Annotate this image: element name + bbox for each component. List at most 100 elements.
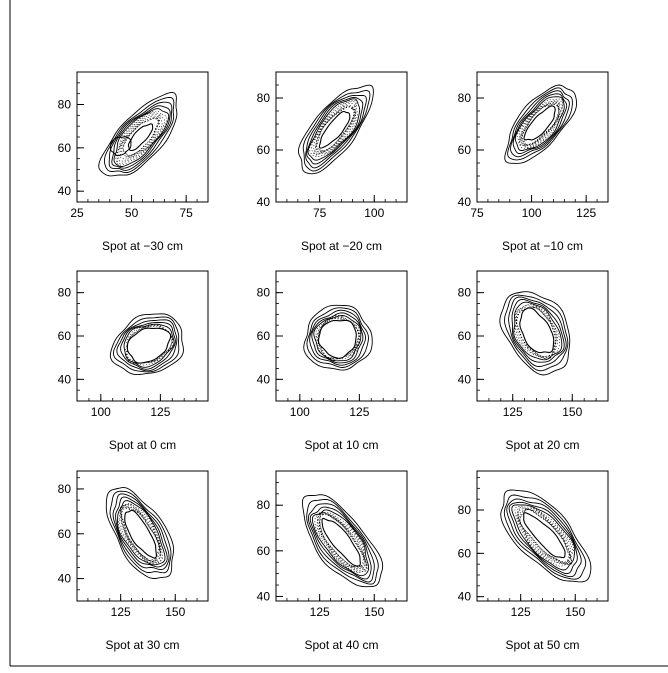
- y-tick-label: 60: [257, 329, 271, 343]
- contour-core: [321, 517, 361, 567]
- y-tick-label: 60: [58, 329, 72, 343]
- panel-7: 125 150 40 60 80 Spot at 30 cm: [58, 470, 209, 652]
- y-tick-label: 60: [458, 546, 472, 560]
- contour-line: [499, 291, 571, 376]
- contour-set: [109, 313, 184, 376]
- contour-line: [311, 509, 370, 577]
- y-tick-label: 80: [458, 286, 472, 300]
- contour-set: [301, 494, 384, 588]
- y-tick-label: 40: [58, 572, 72, 586]
- contour-set: [297, 84, 374, 175]
- contour-line: [98, 91, 178, 177]
- contour-set: [500, 489, 592, 583]
- x-tick-label: 100: [364, 206, 384, 220]
- contour-line-dotted: [318, 316, 360, 359]
- contour-line: [306, 307, 369, 368]
- panel-3: 75 100 125 40 60 80 Spot at −10 cm: [458, 71, 609, 253]
- contour-line-dotted: [318, 514, 364, 568]
- contour-line-dotted: [316, 512, 368, 573]
- contour-line: [504, 84, 578, 164]
- x-tick-label: 150: [364, 605, 384, 619]
- contour-line-dotted: [122, 117, 159, 157]
- x-tick-label: 125: [310, 605, 330, 619]
- panel-5: 100 125 40 60 80 Spot at 10 cm: [257, 270, 408, 452]
- contour-line: [506, 498, 582, 578]
- contour-line: [503, 494, 587, 580]
- contour-line: [108, 101, 173, 171]
- y-tick-label: 40: [257, 589, 271, 603]
- contour-line-dotted: [517, 507, 573, 564]
- contour-line: [113, 108, 170, 167]
- contour-set: [98, 91, 178, 177]
- contour-line-dotted: [315, 106, 357, 155]
- contour-line: [307, 98, 361, 161]
- contour-line: [305, 94, 367, 169]
- contour-line-dotted: [519, 509, 571, 563]
- contour-core: [317, 319, 357, 359]
- contour-line-dotted: [123, 118, 159, 157]
- x-tick-label: 50: [125, 206, 139, 220]
- panel-1: 25 50 75 40 60 80 Spot at −30 cm: [58, 71, 209, 253]
- contour-core: [124, 509, 157, 559]
- x-tick-label: 125: [349, 405, 369, 419]
- contour-line: [120, 322, 176, 370]
- contour-line: [303, 304, 373, 371]
- panel-caption: Spot at 10 cm: [304, 438, 378, 452]
- contour-line-dotted: [124, 323, 174, 364]
- x-tick-label: 75: [313, 206, 327, 220]
- contour-line: [112, 316, 180, 373]
- contour-line: [116, 319, 178, 372]
- panel-4: 100 125 40 60 80 Spot at 0 cm: [58, 270, 209, 452]
- contour-line-dotted: [316, 106, 355, 152]
- contour-line-dotted: [120, 505, 161, 562]
- contour-line: [115, 496, 168, 568]
- panel-caption: Spot at −20 cm: [301, 239, 382, 253]
- contour-line: [508, 501, 578, 575]
- contour-set: [105, 487, 175, 579]
- panel-caption: Spot at 20 cm: [505, 438, 579, 452]
- contour-set: [499, 291, 571, 376]
- x-tick-label: 125: [150, 405, 170, 419]
- y-tick-label: 40: [458, 195, 472, 209]
- contour-core: [523, 512, 566, 559]
- contour-set: [504, 84, 578, 164]
- panel-caption: Spot at 30 cm: [105, 638, 179, 652]
- contour-line: [306, 96, 364, 165]
- x-tick-label: 125: [511, 605, 531, 619]
- contour-line: [112, 493, 170, 571]
- y-tick-label: 40: [257, 372, 271, 386]
- panel-6: 125 150 40 60 80 Spot at 20 cm: [458, 270, 609, 452]
- panel-caption: Spot at −30 cm: [102, 239, 183, 253]
- contour-line-dotted: [521, 103, 560, 146]
- y-tick-label: 40: [458, 590, 472, 604]
- contour-line-dotted: [119, 503, 162, 564]
- contour-line: [508, 296, 567, 367]
- contour-line-dotted: [519, 101, 560, 146]
- panel-caption: Spot at 0 cm: [109, 438, 176, 452]
- contour-line-dotted: [514, 304, 560, 359]
- y-tick-label: 80: [58, 482, 72, 496]
- x-tick-label: 150: [565, 605, 585, 619]
- contour-line: [507, 87, 573, 161]
- y-tick-label: 60: [58, 527, 72, 541]
- panel-9: 125 150 40 60 80 Spot at 50 cm: [458, 470, 609, 652]
- x-tick-label: 125: [111, 605, 131, 619]
- x-tick-label: 100: [522, 206, 542, 220]
- contour-line: [511, 298, 565, 363]
- x-tick-label: 150: [165, 605, 185, 619]
- x-tick-label: 125: [503, 405, 523, 419]
- panel-caption: Spot at 50 cm: [505, 638, 579, 652]
- x-tick-label: 125: [576, 206, 596, 220]
- contour-line: [513, 301, 563, 361]
- contour-line-dotted: [315, 317, 361, 360]
- contour-line-dotted: [314, 511, 367, 573]
- contour-line: [297, 84, 374, 175]
- contour-line-dotted: [315, 314, 360, 360]
- contour-line-dotted: [118, 113, 163, 162]
- x-tick-label: 25: [70, 206, 84, 220]
- contour-core: [318, 110, 351, 149]
- contour-line-dotted: [311, 101, 357, 155]
- contour-line: [504, 294, 569, 372]
